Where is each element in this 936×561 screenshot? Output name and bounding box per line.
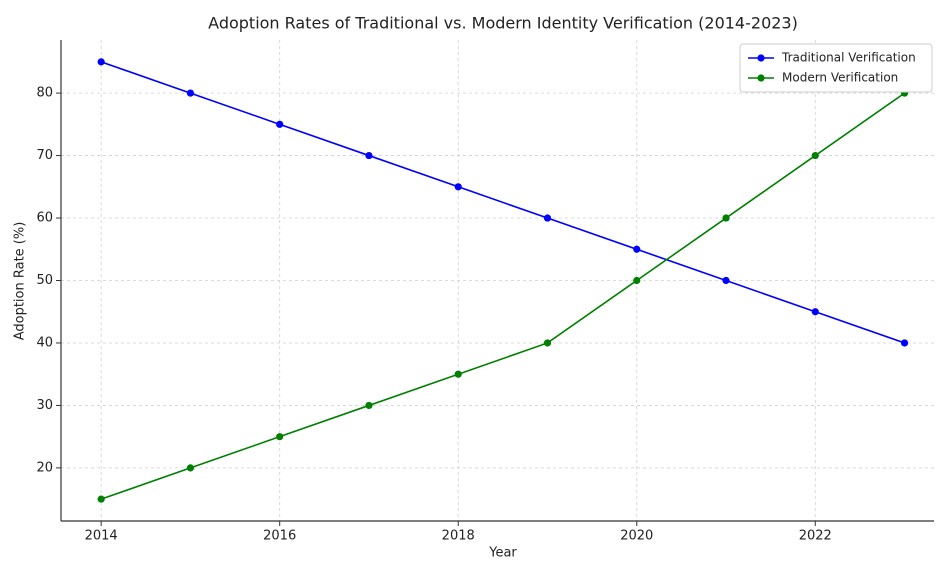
data-point [365, 401, 373, 410]
series-line [100, 61, 905, 344]
legend-label: Modern Verification [782, 71, 898, 85]
x-tick-label: 2014 [85, 529, 118, 544]
y-tick-label: 40 [36, 335, 53, 350]
data-point [276, 433, 284, 441]
legend-marker [757, 74, 765, 82]
data-point [97, 495, 105, 503]
legend-box [739, 43, 933, 93]
legend-marker [757, 54, 765, 62]
data-point [543, 339, 552, 347]
y-tick-label: 70 [36, 148, 53, 163]
y-tick-label: 30 [36, 398, 53, 413]
data-point [900, 339, 909, 347]
x-tick-label: 2020 [620, 529, 653, 544]
data-point [186, 89, 195, 97]
data-point [454, 183, 462, 191]
data-point [633, 245, 641, 253]
series-line [100, 92, 906, 500]
data-point [633, 276, 641, 285]
x-tick-label: 2018 [442, 529, 475, 544]
x-tick-label: 2022 [799, 529, 832, 544]
y-tick-label: 50 [36, 273, 53, 288]
legend-label: Traditional Verification [781, 51, 916, 65]
y-tick-label: 20 [36, 460, 53, 475]
chart-title: Adoption Rates of Traditional vs. Modern… [208, 14, 798, 33]
data-point [811, 308, 819, 316]
data-point [365, 151, 373, 160]
x-tick-label: 2016 [263, 529, 296, 544]
data-point [276, 120, 284, 128]
x-axis-label: Year [488, 546, 517, 561]
data-point [811, 151, 819, 160]
data-point [454, 370, 462, 378]
data-point [186, 464, 195, 472]
y-tick-label: 60 [36, 211, 53, 226]
data-point [722, 214, 730, 222]
y-axis-label: Adoption Rate (%) [13, 222, 28, 341]
y-tick-label: 80 [36, 86, 53, 101]
legend: Traditional Verification Modern Verificat… [739, 43, 933, 93]
data-point [722, 276, 730, 285]
data-point [543, 214, 552, 222]
data-point [97, 58, 105, 66]
